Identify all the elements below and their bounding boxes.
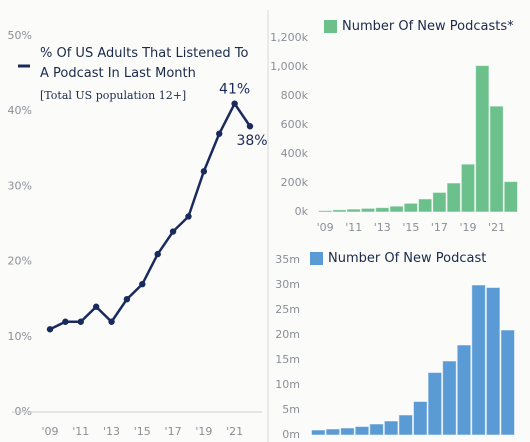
- bar: [360, 207, 376, 213]
- y-tick-label: 20m: [275, 328, 300, 341]
- y-tick-label: 40%: [8, 104, 32, 117]
- y-tick-label: 25m: [275, 303, 300, 316]
- y-tick-label: 600k: [281, 118, 309, 131]
- bar: [460, 163, 476, 213]
- bar: [403, 202, 419, 213]
- legend-marker: [310, 252, 323, 265]
- y-tick-label: 5m: [282, 403, 300, 416]
- bar: [369, 423, 384, 436]
- x-tick-label: '21: [488, 221, 505, 234]
- point: [139, 280, 146, 288]
- point: [169, 228, 177, 235]
- x-tick-label: '19: [459, 221, 476, 234]
- bar: [325, 428, 341, 436]
- legend-label: Number Of New Podcasts*: [342, 19, 514, 34]
- bar: [432, 191, 447, 213]
- point: [200, 168, 208, 175]
- legend-label: Number Of New Podcast Episodes*: [328, 251, 487, 266]
- bar: [475, 65, 490, 213]
- bar: [354, 426, 370, 436]
- point: [154, 250, 161, 258]
- y-tick-label: 800k: [281, 89, 309, 102]
- note-box: [Total US population 12+]: [40, 89, 187, 102]
- bar: [503, 181, 519, 213]
- x-tick-label: '21: [226, 425, 243, 438]
- value-label: 41%: [219, 82, 250, 98]
- point: [92, 303, 100, 310]
- value-label: 38%: [236, 133, 267, 149]
- bar: [427, 372, 443, 436]
- bar: [485, 287, 501, 436]
- bar: [500, 329, 515, 436]
- point: [77, 318, 84, 325]
- y-tick-label: 10m: [275, 378, 300, 391]
- y-tick-label: 35m: [275, 253, 300, 266]
- point: [185, 213, 192, 220]
- bar: [389, 205, 404, 213]
- legend-label-box: Number Of New Podcasts*: [342, 19, 514, 34]
- bar: [346, 208, 361, 213]
- y-tick-label: 0k: [295, 205, 309, 218]
- bar: [446, 182, 461, 213]
- x-tick-label: '17: [431, 221, 448, 234]
- bar: [318, 210, 333, 213]
- bar: [340, 427, 355, 436]
- bar: [398, 414, 413, 436]
- bar: [489, 105, 504, 213]
- bar: [418, 198, 433, 213]
- x-tick-label: '17: [165, 425, 182, 438]
- y-tick-label: 20%: [8, 255, 32, 268]
- bar: [375, 207, 390, 213]
- bar: [311, 429, 326, 436]
- point: [46, 326, 54, 333]
- x-tick-label: '09: [41, 425, 58, 438]
- point: [123, 296, 131, 303]
- point: [246, 123, 254, 130]
- line: [49, 101, 252, 331]
- y-tick-label: 200k: [281, 176, 309, 189]
- point: [62, 318, 69, 325]
- note: [Total US population 12+]: [40, 89, 187, 102]
- x-tick-label: '11: [345, 221, 362, 234]
- x-tick-label: '11: [72, 425, 89, 438]
- y-tick-label: 1,200k: [270, 31, 308, 44]
- y-tick-label: 30%: [8, 179, 32, 192]
- bar: [456, 344, 472, 436]
- x-tick-label: '09: [317, 221, 334, 234]
- x-tick-label: '13: [103, 425, 120, 438]
- x-tick-label: '15: [402, 221, 419, 234]
- legend-label-box: Number Of New Podcast Episodes*: [328, 251, 487, 266]
- bar: [383, 420, 399, 436]
- legend-label: % Of US Adults That Listened To A Podcas…: [40, 46, 249, 81]
- y-tick-label: 0m: [282, 428, 300, 441]
- y-tick-label: 400k: [281, 147, 309, 160]
- y-tick-label: 30m: [275, 278, 300, 291]
- x-tick-label: '13: [374, 221, 391, 234]
- bar: [471, 284, 486, 436]
- legend-label-box: % Of US Adults That Listened To A Podcas…: [40, 46, 249, 81]
- y-tick-label: 10%: [8, 330, 32, 343]
- y-tick-label: 15m: [275, 353, 300, 366]
- bar: [332, 209, 347, 213]
- y-tick-label: 1,000k: [270, 60, 308, 73]
- point: [231, 100, 238, 107]
- point: [216, 130, 223, 137]
- point: [108, 318, 115, 325]
- x-tick-label: '15: [134, 425, 151, 438]
- bar: [413, 401, 428, 436]
- y-tick-label: 50%: [8, 29, 32, 42]
- bar: [442, 360, 457, 436]
- x-tick-label: '19: [195, 425, 212, 438]
- legend-marker: [324, 20, 337, 33]
